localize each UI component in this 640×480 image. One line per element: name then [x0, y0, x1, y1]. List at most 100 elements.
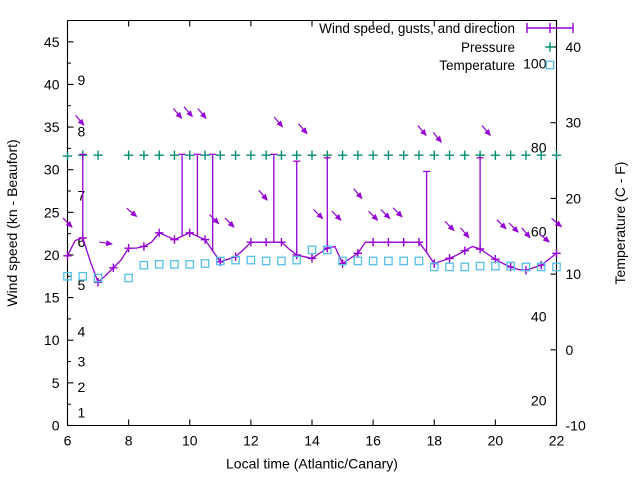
y-tick-label: 20: [44, 247, 60, 263]
pressure-marker: [169, 150, 180, 160]
temperature-marker: [414, 256, 424, 266]
wind-direction-arrow: [197, 108, 207, 119]
y2-tick-label: 40: [566, 39, 582, 55]
wind-speed-marker: [368, 237, 378, 247]
wind-speed-marker: [384, 237, 393, 247]
x-tick-label: 14: [304, 433, 320, 449]
wind-direction-arrow: [209, 214, 220, 225]
wind-speed-marker: [414, 237, 424, 247]
y2-tick-label: 10: [566, 266, 582, 282]
temperature-marker: [506, 261, 516, 271]
y-tick-label: 25: [44, 204, 60, 220]
fahrenheit-label: 80: [531, 140, 547, 156]
temperature-marker: [215, 256, 225, 266]
y2-tick-label: 0: [566, 342, 574, 358]
temperature-marker: [399, 256, 409, 266]
wind-direction-arrow: [508, 222, 519, 233]
y-axis-right-ticks: -10 0 10 20 30 40: [550, 39, 586, 434]
beaufort-label: 6: [78, 234, 86, 250]
temperature-marker: [368, 256, 378, 266]
y-tick-label: 15: [44, 290, 60, 306]
beaufort-label: 4: [78, 324, 86, 340]
legend-label-temperature: Temperature: [439, 58, 515, 73]
legend-label-pressure: Pressure: [461, 40, 515, 55]
y2-tick-label: 30: [566, 115, 582, 131]
wind-direction-arrow: [368, 210, 379, 221]
wind-speed-marker: [170, 235, 179, 244]
wind-direction-arrow: [331, 210, 342, 221]
temperature-marker: [353, 256, 363, 266]
wind-direction-arrow: [538, 233, 550, 243]
wind-speed-marker: [460, 246, 470, 255]
temperature-marker: [246, 255, 256, 265]
y-axis-left-label: Wind speed (kn - Beaufort): [4, 139, 20, 306]
wind-direction-arrow: [75, 114, 85, 126]
fahrenheit-label: 60: [531, 224, 547, 240]
temperature-marker: [552, 262, 561, 272]
x-tick-label: 16: [365, 433, 381, 449]
temperature-marker: [170, 260, 179, 269]
beaufort-label: 9: [78, 72, 86, 88]
wind-direction-arrow: [432, 131, 442, 143]
temperature-marker: [536, 262, 546, 272]
wind-direction-arrow: [417, 125, 427, 137]
pressure-marker: [429, 150, 439, 160]
wind-direction-arrow: [273, 116, 284, 128]
x-axis-ticks: 6 8 10 12 14 16 18 20 22: [64, 20, 564, 449]
wind-speed-marker: [537, 261, 546, 270]
pressure-marker: [200, 150, 210, 160]
wind-speed-marker: [445, 254, 454, 263]
legend-marker-wind: [526, 23, 574, 33]
fahrenheit-label: 100: [523, 56, 547, 72]
wind-speed-marker: [63, 251, 72, 261]
wind-speed-marker: [78, 233, 87, 243]
pressure-marker: [383, 150, 394, 160]
y-axis-left-ticks: 0 5 10 15 20 25 30 35 40 45: [44, 34, 74, 434]
wind-direction-arrow: [99, 240, 113, 247]
pressure-marker: [353, 150, 363, 160]
pressure-marker: [292, 150, 302, 160]
pressure-marker: [62, 151, 73, 161]
x-tick-label: 12: [243, 433, 259, 449]
pressure-marker: [490, 150, 500, 160]
x-tick-label: 20: [488, 433, 504, 449]
pressure-marker: [307, 150, 317, 160]
x-tick-label: 18: [426, 433, 442, 449]
legend-label-wind: Wind speed, gusts, and direction: [319, 21, 515, 36]
pressure-marker: [368, 150, 378, 160]
pressure-marker: [399, 150, 409, 160]
x-tick-label: 10: [182, 433, 198, 449]
wind-speed-marker: [338, 259, 347, 268]
pressure-marker: [93, 150, 103, 160]
beaufort-label: 8: [78, 123, 86, 139]
x-tick-label: 6: [64, 433, 72, 449]
temperature-marker: [154, 260, 164, 269]
temperature-marker: [231, 255, 240, 265]
wind-direction-arrow: [460, 227, 470, 239]
temperature-marker: [78, 271, 88, 281]
wind-speed-marker: [185, 228, 194, 238]
wind-direction-arrow: [496, 219, 507, 230]
y-axis-right-label: Temperature (C - F): [612, 162, 628, 285]
pressure-marker: [460, 150, 470, 160]
pressure-marker: [276, 150, 287, 160]
temperature-marker: [200, 259, 210, 268]
wind-speed-marker: [154, 228, 164, 238]
wind-direction-arrow: [313, 209, 324, 220]
wind-speed-marker: [399, 237, 408, 247]
y-tick-label: 5: [52, 375, 60, 391]
temperature-marker: [384, 256, 393, 266]
beaufort-label: 1: [78, 405, 86, 421]
temperature-series: [63, 245, 561, 283]
wind-direction-arrow: [126, 207, 138, 217]
pressure-marker: [139, 150, 149, 160]
temperature-marker: [491, 261, 500, 271]
wind-speed-marker: [323, 243, 332, 253]
wind-direction-arrow: [481, 125, 491, 137]
wind-speed-marker: [353, 249, 363, 258]
y2-tick-label: -10: [566, 418, 586, 434]
wind-speed-marker: [277, 237, 286, 247]
wind-speed-marker: [261, 237, 271, 247]
temperature-marker: [475, 261, 485, 271]
beaufort-label: 3: [78, 354, 86, 370]
